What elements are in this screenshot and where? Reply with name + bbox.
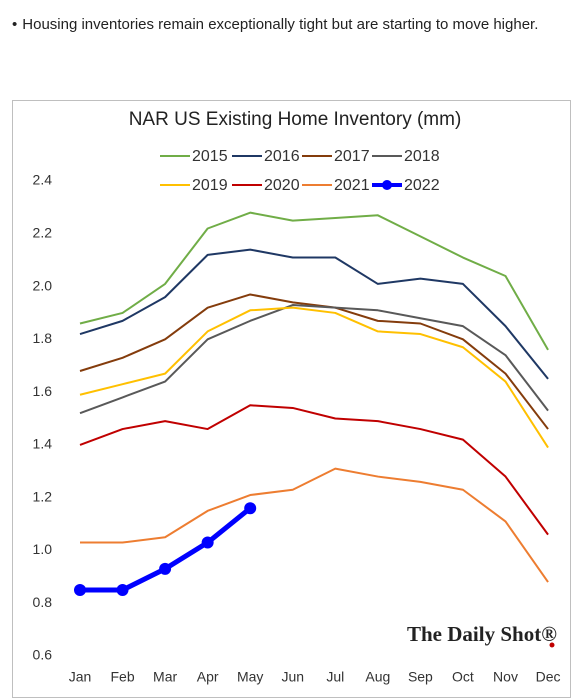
y-tick-label: 1.2 bbox=[33, 488, 53, 504]
chart-title: NAR US Existing Home Inventory (mm) bbox=[129, 109, 462, 130]
legend-label: 2016 bbox=[264, 148, 300, 165]
x-tick-label: Feb bbox=[110, 669, 134, 685]
y-tick-label: 2.4 bbox=[33, 172, 53, 188]
data-point bbox=[74, 584, 86, 597]
x-tick-label: May bbox=[237, 669, 263, 685]
series-line bbox=[79, 304, 549, 415]
y-tick-label: 1.4 bbox=[33, 436, 53, 452]
series-line bbox=[79, 248, 549, 380]
x-tick-label: Aug bbox=[365, 669, 390, 685]
data-point bbox=[244, 502, 257, 515]
data-point bbox=[116, 584, 129, 597]
y-tick-label: 1.0 bbox=[33, 541, 53, 557]
x-tick-label: Jan bbox=[69, 669, 92, 685]
series-line bbox=[79, 404, 549, 536]
series-line bbox=[79, 293, 549, 430]
watermark-dot bbox=[549, 642, 555, 648]
legend-label: 2020 bbox=[264, 177, 300, 194]
chart-frame bbox=[12, 100, 571, 698]
series-line bbox=[79, 211, 549, 351]
x-tick-label: Nov bbox=[493, 669, 518, 685]
y-tick-label: 1.8 bbox=[33, 330, 53, 346]
series-line bbox=[79, 306, 549, 449]
x-tick-label: Oct bbox=[452, 669, 474, 685]
x-tick-label: Jun bbox=[281, 669, 304, 685]
legend-label: 2021 bbox=[334, 177, 370, 194]
legend-marker bbox=[382, 180, 392, 190]
data-point bbox=[159, 562, 172, 575]
y-tick-label: 0.6 bbox=[33, 647, 53, 663]
legend-label: 2017 bbox=[334, 148, 370, 165]
legend-label: 2022 bbox=[404, 177, 440, 194]
y-tick-label: 0.8 bbox=[33, 594, 53, 610]
y-tick-label: 2.0 bbox=[33, 277, 53, 293]
x-tick-label: Apr bbox=[197, 669, 219, 685]
legend-label: 2015 bbox=[192, 148, 228, 165]
x-tick-label: Sep bbox=[408, 669, 433, 685]
watermark: The Daily Shot® bbox=[407, 622, 557, 646]
x-tick-label: Dec bbox=[536, 669, 561, 685]
note-text: Housing inventories remain exceptionally… bbox=[12, 6, 552, 43]
series-line bbox=[80, 467, 549, 583]
y-tick-label: 1.6 bbox=[33, 383, 53, 399]
x-tick-label: Mar bbox=[153, 669, 177, 685]
x-tick-label: Jul bbox=[326, 669, 344, 685]
legend-label: 2018 bbox=[404, 148, 440, 165]
y-tick-label: 2.2 bbox=[33, 224, 53, 240]
legend-label: 2019 bbox=[192, 177, 228, 194]
data-point bbox=[201, 536, 214, 549]
